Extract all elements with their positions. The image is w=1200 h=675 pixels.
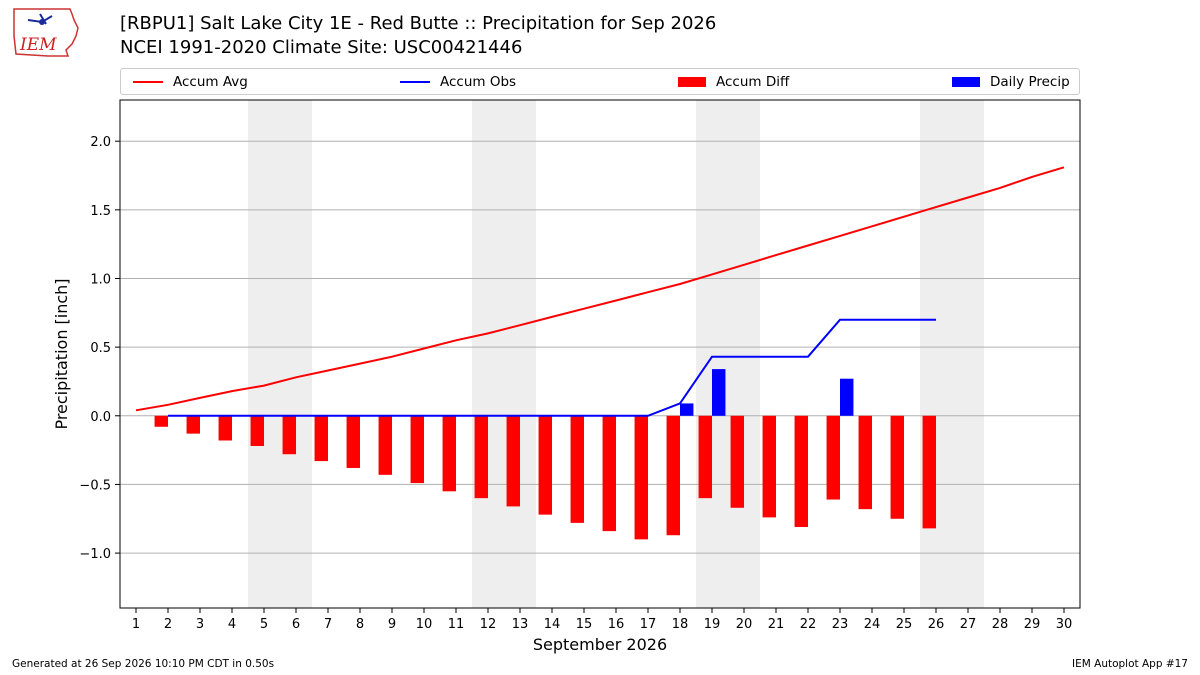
- legend-swatch-accum-avg: [133, 81, 163, 83]
- y-tick-label: 1.0: [90, 272, 111, 287]
- bar-daily-precip: [840, 378, 854, 416]
- bar-accum-diff: [602, 415, 616, 532]
- bar-accum-diff: [570, 415, 584, 523]
- line-accum-obs: [168, 318, 936, 417]
- x-tick-label: 26: [928, 617, 945, 632]
- weekend-band-2: [696, 100, 760, 608]
- x-tick-label: 11: [448, 617, 465, 632]
- bar-accum-diff: [634, 415, 648, 540]
- x-tick-label: 16: [608, 617, 625, 632]
- x-tick-label: 23: [832, 617, 849, 632]
- x-tick-label: 25: [896, 617, 913, 632]
- legend-label-daily-precip: Daily Precip: [990, 74, 1070, 90]
- legend-label-accum-diff: Accum Diff: [716, 74, 790, 90]
- x-tick-label: 24: [864, 617, 881, 632]
- x-tick-label: 21: [768, 617, 785, 632]
- y-tick-label: 0.5: [90, 341, 111, 356]
- bar-accum-diff: [922, 415, 936, 529]
- weekend-band-0: [248, 100, 312, 608]
- x-tick-label: 4: [228, 617, 236, 632]
- weekend-band-3: [920, 100, 984, 608]
- bar-accum-diff: [730, 415, 744, 508]
- y-tick-label: 2.0: [90, 135, 111, 150]
- bar-accum-diff: [890, 415, 904, 519]
- bar-accum-diff: [154, 415, 168, 427]
- x-tick-label: 9: [388, 617, 396, 632]
- x-tick-label: 5: [260, 617, 268, 632]
- x-tick-label: 6: [292, 617, 300, 632]
- bar-daily-precip: [712, 369, 726, 416]
- weekend-band-1: [472, 100, 536, 608]
- bar-accum-diff: [442, 415, 456, 492]
- legend-swatch-accum-diff: [678, 77, 706, 87]
- x-tick-label: 8: [356, 617, 364, 632]
- legend-label-accum-avg: Accum Avg: [173, 74, 248, 90]
- legend-label-accum-obs: Accum Obs: [440, 74, 517, 90]
- x-tick-label: 19: [704, 617, 721, 632]
- iem-logo: IEM: [8, 6, 80, 58]
- bar-accum-diff: [410, 415, 424, 484]
- bar-accum-diff: [858, 415, 872, 510]
- y-tick-label: −1.0: [79, 547, 111, 562]
- bar-daily-precip: [680, 403, 694, 416]
- y-tick-label: 0.0: [90, 410, 111, 425]
- chart-title-line1: [RBPU1] Salt Lake City 1E - Red Butte ::…: [120, 13, 717, 34]
- chart-legend: Accum Avg Accum Obs Accum Diff Daily Pre…: [120, 68, 1080, 95]
- x-tick-label: 29: [1024, 617, 1041, 632]
- legend-swatch-daily-precip: [952, 77, 980, 87]
- x-tick-label: 17: [640, 617, 657, 632]
- x-tick-label: 30: [1056, 617, 1073, 632]
- y-tick-label: −0.5: [79, 478, 111, 493]
- x-tick-label: 22: [800, 617, 817, 632]
- y-axis-label: Precipitation [inch]: [52, 278, 71, 429]
- bar-accum-diff: [378, 415, 392, 475]
- bar-accum-diff: [538, 415, 552, 515]
- bar-accum-diff: [826, 415, 840, 500]
- x-tick-label: 3: [196, 617, 204, 632]
- legend-swatch-accum-obs: [400, 81, 430, 83]
- bar-accum-diff: [282, 415, 296, 455]
- bar-accum-diff: [474, 415, 488, 499]
- x-tick-label: 1: [132, 617, 140, 632]
- y-tick-label: 1.5: [90, 204, 111, 219]
- x-axis-label: September 2026: [533, 635, 667, 654]
- x-tick-label: 27: [960, 617, 977, 632]
- bar-accum-diff: [346, 415, 360, 468]
- bar-accum-diff: [314, 415, 328, 462]
- bar-accum-diff: [250, 415, 264, 446]
- x-tick-label: 14: [544, 617, 561, 632]
- x-tick-label: 15: [576, 617, 593, 632]
- bar-accum-diff: [506, 415, 520, 507]
- bar-accum-diff: [698, 415, 712, 499]
- legend-item-accum-diff: Accum Diff: [678, 73, 789, 91]
- plot-frame: [119, 99, 1081, 609]
- legend-item-daily-precip: Daily Precip: [952, 73, 1070, 91]
- bar-accum-diff: [762, 415, 776, 518]
- logo-text: IEM: [19, 35, 57, 55]
- line-accum-avg: [135, 166, 1065, 412]
- x-tick-label: 18: [672, 617, 689, 632]
- bar-accum-diff: [218, 415, 232, 441]
- footer-app-id: IEM Autoplot App #17: [1072, 658, 1188, 670]
- x-tick-label: 7: [324, 617, 332, 632]
- legend-item-accum-obs: Accum Obs: [400, 73, 516, 91]
- bar-accum-diff: [666, 415, 680, 536]
- bar-accum-diff: [794, 415, 808, 527]
- x-tick-label: 28: [992, 617, 1009, 632]
- x-tick-label: 13: [512, 617, 529, 632]
- chart-title-line2: NCEI 1991-2020 Climate Site: USC00421446: [120, 37, 523, 58]
- x-tick-label: 12: [480, 617, 497, 632]
- legend-item-accum-avg: Accum Avg: [133, 73, 248, 91]
- chart-title: [RBPU1] Salt Lake City 1E - Red Butte ::…: [120, 12, 716, 60]
- x-tick-label: 10: [416, 617, 433, 632]
- x-tick-label: 20: [736, 617, 753, 632]
- x-tick-label: 2: [164, 617, 172, 632]
- footer-generated: Generated at 26 Sep 2026 10:10 PM CDT in…: [12, 658, 275, 670]
- bar-accum-diff: [186, 415, 200, 434]
